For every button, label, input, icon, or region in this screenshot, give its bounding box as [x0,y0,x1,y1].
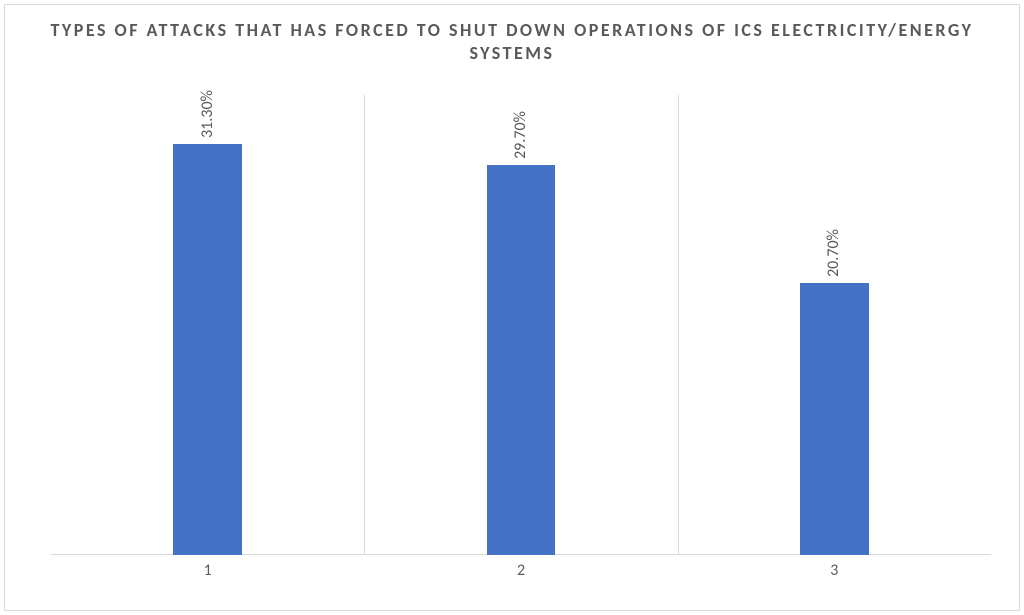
bar [173,144,242,555]
chart-title: TYPES OF ATTACKS THAT HAS FORCED TO SHUT… [5,19,1019,66]
zone-separator [364,95,365,555]
chart-container: TYPES OF ATTACKS THAT HAS FORCED TO SHUT… [4,4,1020,611]
bar [800,283,869,555]
data-label: 31.30% [198,90,217,138]
zone-separator [678,95,679,555]
plot-area: 31.30%29.70%20.70% [51,95,991,555]
bar [487,165,556,555]
data-label: 29.70% [511,111,530,159]
data-label: 20.70% [824,229,843,277]
x-axis-label: 2 [364,561,677,580]
x-axis-label: 3 [678,561,991,580]
x-axis-label: 1 [51,561,364,580]
